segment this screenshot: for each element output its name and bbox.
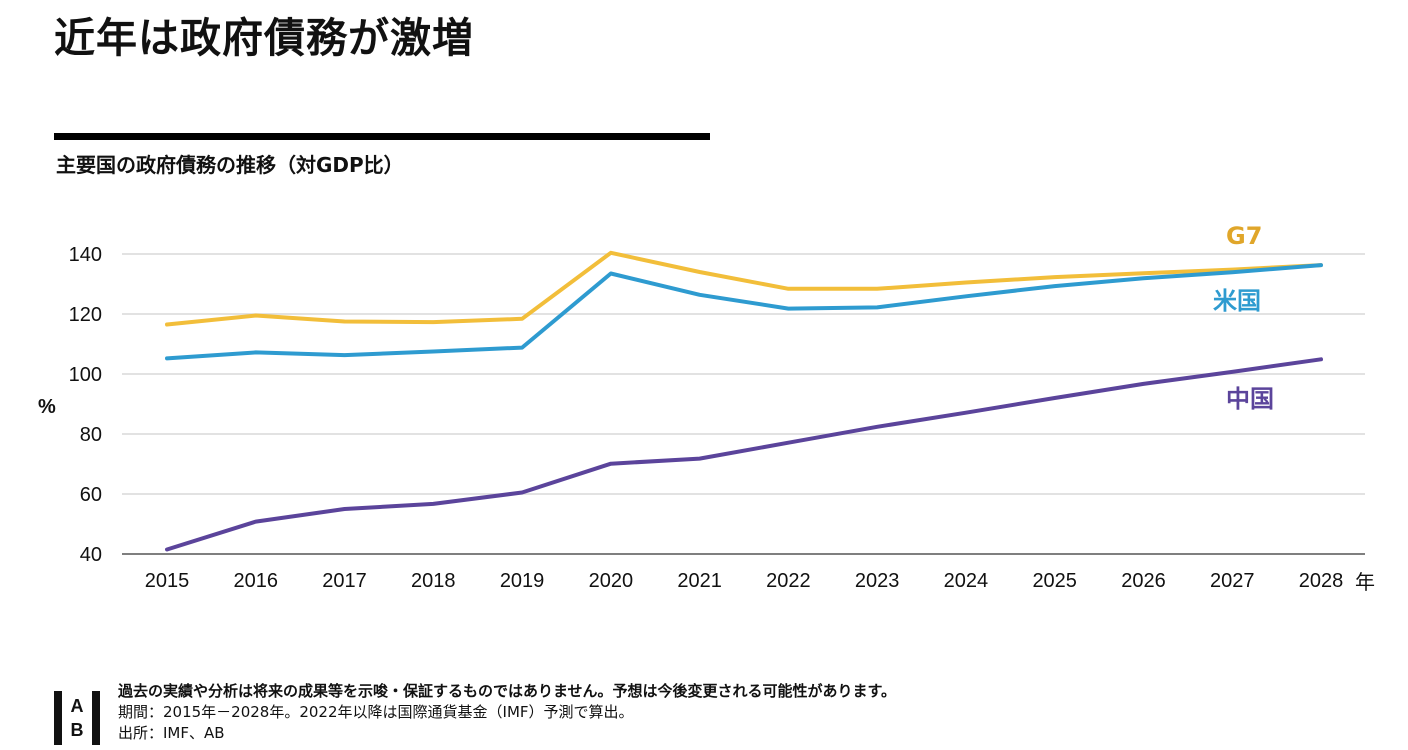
x-tick-label: 2022 [766,570,811,592]
x-tick-label: 2021 [677,570,722,592]
y-tick-label: 80 [80,424,102,446]
source-note: 出所：IMF、AB [118,724,225,742]
series-line [165,263,1323,361]
x-tick-label: 2025 [1032,570,1077,592]
y-tick-label: 120 [69,304,102,326]
x-axis-unit: 年 [1355,570,1375,594]
x-tick-label: 2016 [234,570,279,592]
y-tick-label: 140 [69,244,102,266]
x-tick-label: 2019 [500,570,545,592]
ab-logo: A B [54,691,100,745]
period-note: 期間：2015年－2028年。2022年以降は国際通貨基金（IMF）予測で算出。 [118,703,634,721]
x-tick-label: 2018 [411,570,456,592]
x-tick-label: 2026 [1121,570,1166,592]
y-tick-label: 40 [80,544,102,566]
series-label: 中国 [1226,385,1274,413]
line-chart: 140 120 100 80 60 40% 2015 2016 2017 2018 2019 202… [38,222,1375,594]
series-label: G7 [1226,222,1262,250]
x-tick-label: 2027 [1210,570,1255,592]
footer-notes: 過去の実績や分析は将来の成果等を示唆・保証するものではありません。予想は今後変更… [118,681,896,744]
series-label: 米国 [1213,287,1261,315]
x-tick-label: 2028 [1299,570,1344,592]
y-axis-label: % [38,396,56,418]
series-line [165,357,1323,552]
x-tick-label: 2015 [145,570,190,592]
x-tick-label: 2020 [589,570,634,592]
chart-subtitle: 主要国の政府債務の推移（対GDP比） [56,153,404,177]
title-divider [54,133,710,140]
logo-letter-b: B [70,720,84,740]
page-title: 近年は政府債務が激増 [54,14,474,62]
y-tick-label: 60 [80,484,102,506]
y-tick-label: 100 [69,364,102,386]
x-tick-label: 2024 [944,570,989,592]
x-tick-label: 2023 [855,570,900,592]
series-line [165,250,1323,327]
x-tick-label: 2017 [322,570,367,592]
disclaimer-text: 過去の実績や分析は将来の成果等を示唆・保証するものではありません。予想は今後変更… [118,682,897,700]
logo-letter-a: A [70,696,84,716]
